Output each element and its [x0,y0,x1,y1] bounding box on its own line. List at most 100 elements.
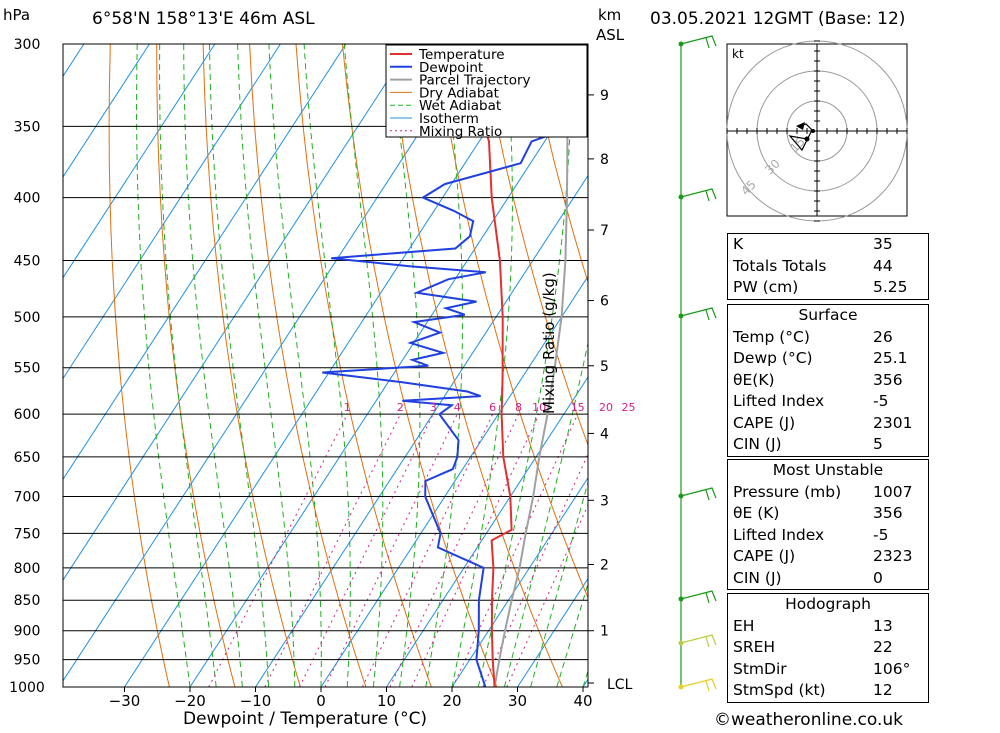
surface-section-title: Surface [798,306,858,324]
mixing-ratio-line [389,413,519,687]
mixing-ratio-label: 20 [599,401,613,414]
index-row: Totals Totals 44 [728,256,928,278]
legend-box [385,44,588,138]
pressure-tick-label: 800 [14,561,41,577]
pressure-tick-label: 500 [14,310,41,326]
index-row: CAPE (J) 2301 [728,413,928,435]
index-label: StmSpd (kt) [733,681,826,699]
x-tick-label: 30 [508,692,527,710]
mixing-ratio-label: 8 [515,401,522,414]
index-label: Totals Totals [733,256,827,275]
legend-label: Dry Adiabat [419,85,499,101]
wet-adiabat-line [303,44,351,687]
station-location: 6°58'N 158°13'E 46m ASL [92,9,315,29]
index-label: CIN (J) [733,568,782,587]
wet-adiabat-line [209,44,270,687]
mixing-ratio-label: 4 [454,401,461,414]
km-tick-label: 9 [600,88,609,104]
indices-surface-table: Surface Temp (°C) 26 Dewp (°C) 25.1 θE(K) 3… [727,304,929,457]
pressure-tick-label: 350 [14,119,41,135]
index-label: θE(K) [733,370,775,389]
index-row: Dewp (°C) 25.1 [728,348,928,370]
km-label: km [598,6,622,24]
mixing-ratio-line [208,413,348,687]
index-value: 1007 [873,482,913,501]
datetime-label: 03.05.2021 12GMT (Base: 12) [650,9,906,29]
index-row: PW (cm) 5.25 [728,277,928,299]
pressure-unit-label: hPa [3,6,31,24]
wind-barb [680,188,717,200]
index-value: 2323 [873,547,913,565]
wind-barb [680,678,717,690]
mixing-ratio-line [264,413,401,687]
x-tick-label: −10 [240,692,272,710]
wind-barb [705,592,710,604]
pressure-tick-label: 850 [14,593,41,609]
wet-adiabat-line [237,44,296,687]
index-row: CAPE (J) 2323 [728,546,928,568]
index-label: CAPE (J) [733,413,796,432]
indices-most-unstable-table: Most Unstable Pressure (mb) 1007 θE (K) 35… [727,459,929,590]
index-row: θE(K) 356 [728,370,928,392]
dry-adiabat-line [156,44,236,687]
index-label: StmDir [733,659,787,678]
index-label: CAPE (J) [733,547,796,565]
isotherm-line [63,44,281,380]
index-value: 5 [873,435,883,453]
mixing-ratio-label: 10 [532,401,546,414]
index-label: PW (cm) [733,278,799,296]
index-label: K [733,235,744,253]
wind-barb [705,489,710,501]
isotherm-line [63,44,347,481]
km-tick-label: 6 [600,294,609,310]
storm-motion-arrow [796,122,805,130]
isotherm-line [189,73,588,687]
legend-label: Wet Adiabat [419,98,501,114]
index-row: StmSpd (kt) 12 [728,680,928,702]
wet-adiabat-line [135,44,191,687]
km-tick-label: 5 [600,359,609,375]
km-tick-label: 2 [600,557,609,573]
index-value: 2301 [873,413,913,432]
dry-adiabat-line [295,44,432,687]
wind-barb [680,634,717,646]
pressure-tick-label: 300 [14,37,41,53]
wind-barb [705,309,710,321]
legend-label: Isotherm [419,111,479,127]
index-label: Temp (°C) [733,327,810,346]
km-tick-label: 4 [600,426,609,442]
plot-frame [62,43,589,688]
isotherm-line [386,376,588,687]
pressure-tick-label: 700 [14,490,41,506]
pressure-tick-label: 600 [14,407,41,423]
index-value: 35 [873,235,893,253]
legend-label: Temperature [418,47,505,63]
index-row: Lifted Index -5 [728,525,928,547]
legend-label: Mixing Ratio [419,124,502,140]
credit-link[interactable]: ©weatheronline.co.uk [714,710,904,730]
pressure-tick-label: 1000 [9,680,45,696]
index-row: K 35 [728,234,928,256]
dry-adiabat-line [946,44,1000,687]
pressure-tick-label: 650 [14,450,41,466]
x-tick-label: 20 [442,692,461,710]
isotherm-line [124,44,543,687]
x-tick-label: −30 [109,692,141,710]
isotherm-line [517,577,588,687]
x-tick-label: 10 [377,692,396,710]
index-row: StmDir 106° [728,659,928,681]
isotherm-line [63,44,478,682]
index-value: 22 [873,638,893,656]
wind-barb [680,590,717,602]
lcl-label: LCL [607,677,633,693]
wet-adiabat-line [183,44,243,687]
km-tick-label: 1 [600,624,609,640]
index-row: Temp (°C) 26 [728,327,928,349]
km-tick-label: 8 [600,152,609,168]
index-value: 26 [873,327,893,346]
index-value: 44 [873,256,893,275]
asl-label: ASL [596,26,625,44]
index-value: 356 [873,504,903,522]
